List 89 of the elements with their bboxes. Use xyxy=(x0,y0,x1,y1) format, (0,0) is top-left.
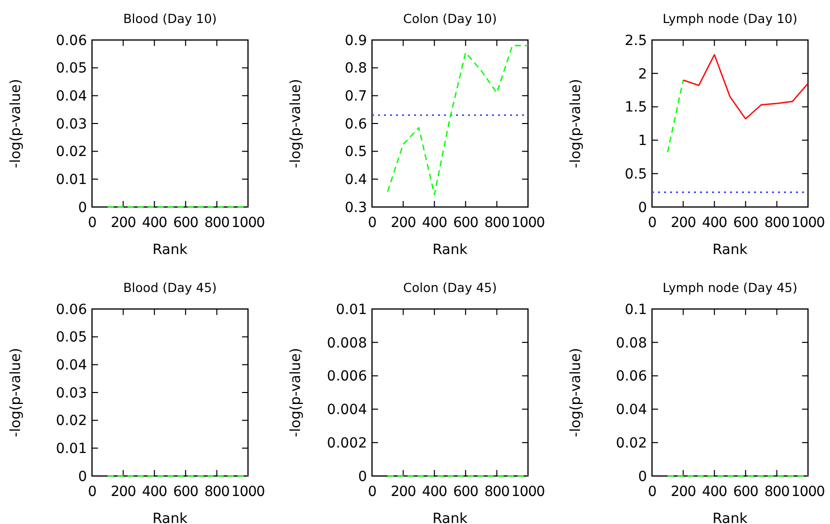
chart-title: Colon (Day 45) xyxy=(403,280,497,295)
x-tick-label: 800 xyxy=(484,484,510,500)
y-tick-label: 1 xyxy=(638,133,647,150)
x-axis-title: Rank xyxy=(152,511,188,524)
y-tick-label: 0.03 xyxy=(56,385,87,402)
y-tick-label: 2 xyxy=(638,66,647,82)
x-axis-title: Rank xyxy=(152,242,188,258)
y-tick-label: 0.002 xyxy=(326,436,367,452)
y-tick-label: 0.03 xyxy=(56,116,87,132)
x-tick-label: 800 xyxy=(204,484,230,500)
y-tick-label: 0.06 xyxy=(56,32,88,49)
x-tick-label: 400 xyxy=(422,484,447,500)
x-tick-label: 600 xyxy=(173,484,198,500)
x-tick-label: 200 xyxy=(670,484,696,500)
x-tick-label: 1000 xyxy=(231,215,265,231)
y-tick-label: 0.02 xyxy=(56,144,87,160)
y-tick-label: 0.8 xyxy=(344,60,367,77)
x-tick-label: 600 xyxy=(173,215,198,231)
y-tick-label: 0.05 xyxy=(56,330,87,346)
y-tick-label: 0.7 xyxy=(344,88,367,105)
y-axis-title: -log(p-value) xyxy=(288,78,304,168)
y-tick-label: 0 xyxy=(358,468,367,485)
x-tick-label: 400 xyxy=(142,215,167,231)
x-tick-label: 600 xyxy=(453,484,478,500)
y-tick-label: 0.008 xyxy=(326,335,367,352)
y-axis-title: -log(p-value) xyxy=(568,78,584,168)
x-tick-label: 400 xyxy=(422,215,447,231)
y-tick-label: 1.5 xyxy=(624,100,647,116)
chart-title: Lymph node (Day 45) xyxy=(662,280,798,295)
y-tick-label: 0 xyxy=(78,468,87,485)
y-tick-label: 2.5 xyxy=(624,32,647,49)
x-tick-label: 600 xyxy=(733,484,758,500)
x-tick-label: 1000 xyxy=(791,484,825,500)
x-tick-label: 600 xyxy=(453,215,478,231)
x-tick-label: 800 xyxy=(484,215,510,231)
x-tick-label: 400 xyxy=(142,484,167,500)
y-tick-label: 0.9 xyxy=(344,32,367,49)
x-tick-label: 1000 xyxy=(511,484,545,500)
x-axis-title: Rank xyxy=(432,511,468,524)
x-tick-label: 800 xyxy=(764,215,790,231)
x-tick-label: 200 xyxy=(110,215,136,231)
x-tick-label: 400 xyxy=(702,484,727,500)
y-axis-title: -log(p-value) xyxy=(288,348,304,438)
y-tick-label: 0.3 xyxy=(344,200,367,216)
y-tick-label: 0.4 xyxy=(344,172,368,188)
chart-title: Blood (Day 45) xyxy=(123,280,217,295)
x-axis-title: Rank xyxy=(432,242,468,258)
y-tick-label: 0.5 xyxy=(624,166,647,182)
chart-title: Lymph node (Day 10) xyxy=(662,11,798,26)
x-tick-label: 800 xyxy=(764,484,790,500)
y-tick-label: 0.1 xyxy=(624,302,647,318)
chart-title: Colon (Day 10) xyxy=(403,11,497,26)
x-tick-label: 200 xyxy=(390,215,416,231)
chart-title: Blood (Day 10) xyxy=(123,11,217,26)
y-tick-label: 0.06 xyxy=(56,302,88,318)
y-tick-label: 0.01 xyxy=(56,441,87,458)
y-tick-label: 0.01 xyxy=(56,172,87,188)
y-tick-label: 0 xyxy=(78,200,87,216)
x-axis-title: Rank xyxy=(712,511,748,524)
x-tick-label: 1000 xyxy=(511,215,545,231)
y-tick-label: 0.004 xyxy=(326,402,368,418)
y-tick-label: 0.04 xyxy=(616,402,648,418)
y-axis-title: -log(p-value) xyxy=(568,348,584,438)
x-tick-label: 800 xyxy=(204,215,230,231)
y-tick-label: 0.01 xyxy=(336,302,367,318)
y-tick-label: 0.006 xyxy=(326,368,368,385)
y-tick-label: 0.5 xyxy=(344,144,367,160)
y-tick-label: 0.04 xyxy=(56,88,88,105)
y-tick-label: 0.04 xyxy=(56,358,88,374)
x-tick-label: 200 xyxy=(670,215,696,231)
line-series xyxy=(386,44,529,196)
x-tick-label: 1000 xyxy=(231,484,265,500)
y-tick-label: 0.6 xyxy=(344,116,368,132)
x-tick-label: 400 xyxy=(702,215,727,231)
y-tick-label: 0 xyxy=(638,468,647,485)
x-tick-label: 1000 xyxy=(791,215,825,231)
y-axis-title: -log(p-value) xyxy=(8,78,24,168)
x-axis-title: Rank xyxy=(712,242,748,258)
y-tick-label: 0.02 xyxy=(56,413,87,430)
y-axis-title: -log(p-value) xyxy=(8,348,24,438)
y-tick-label: 0.06 xyxy=(616,368,648,385)
x-tick-label: 600 xyxy=(733,215,758,231)
y-tick-label: 0.08 xyxy=(616,335,647,352)
y-tick-label: 0 xyxy=(638,200,647,216)
y-tick-label: 0.02 xyxy=(616,436,647,452)
x-tick-label: 200 xyxy=(390,484,416,500)
x-tick-label: 200 xyxy=(110,484,136,500)
y-tick-label: 0.05 xyxy=(56,60,87,77)
line-series xyxy=(682,54,809,120)
